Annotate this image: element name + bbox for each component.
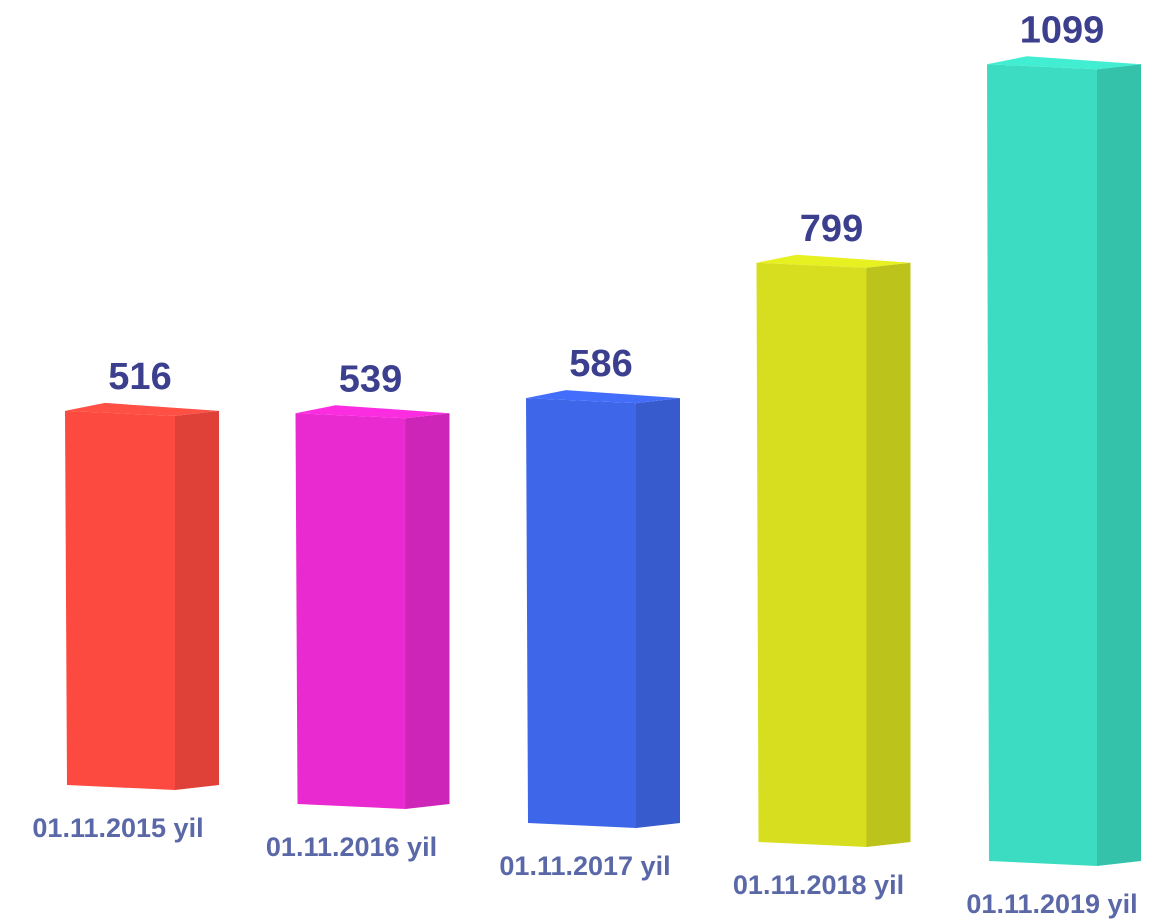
bar-top	[756, 254, 911, 268]
bar-front	[756, 262, 867, 848]
category-label: 01.11.2016 yil	[266, 832, 437, 862]
bar-front	[526, 398, 636, 828]
bar	[295, 405, 450, 809]
bar	[987, 56, 1141, 867]
value-label: 799	[800, 208, 863, 250]
bar-front	[295, 413, 406, 809]
bar-side	[866, 262, 911, 848]
bar-side	[405, 413, 450, 809]
value-label: 1099	[1020, 9, 1105, 51]
category-label: 01.11.2017 yil	[499, 851, 670, 881]
value-label: 586	[569, 343, 632, 385]
value-label: 516	[108, 356, 171, 398]
bar	[526, 390, 680, 828]
bar-side	[636, 398, 680, 828]
bar-top	[526, 390, 680, 404]
bar	[756, 254, 911, 848]
category-label: 01.11.2019 yil	[966, 889, 1137, 919]
bar	[65, 402, 219, 790]
category-label: 01.11.2018 yil	[733, 870, 904, 900]
value-label: 539	[339, 358, 402, 400]
bar-top	[987, 56, 1141, 70]
bar-front	[987, 64, 1097, 867]
bar-side	[175, 410, 219, 790]
bar-side	[1097, 64, 1141, 867]
bar-top	[65, 402, 219, 416]
bar-top	[295, 405, 450, 419]
category-label: 01.11.2015 yil	[32, 813, 203, 843]
bar-front	[65, 410, 175, 790]
